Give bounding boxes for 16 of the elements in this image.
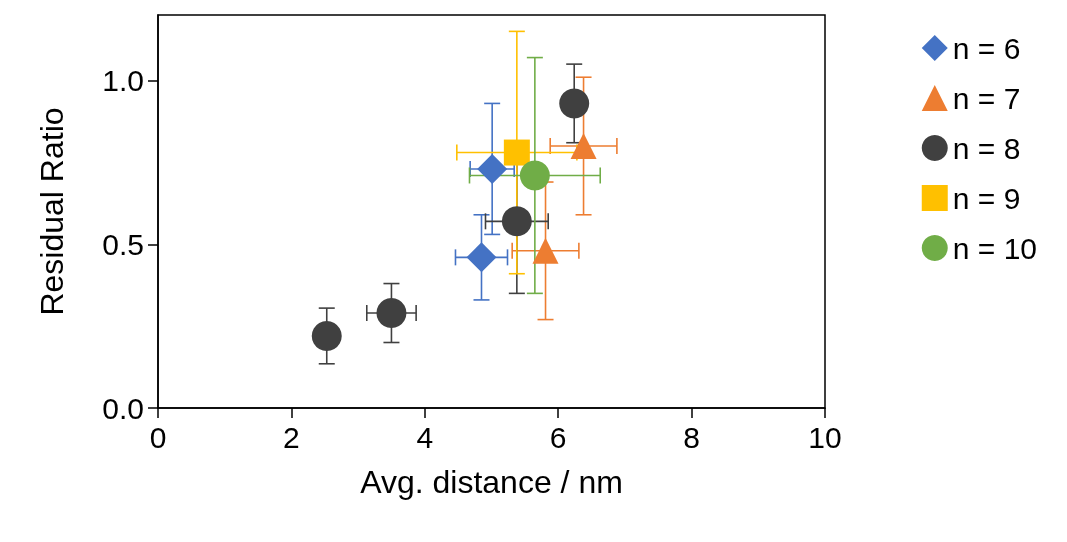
x-tick-label: 2: [283, 420, 300, 454]
y-tick-label: 1.0: [102, 64, 144, 97]
y-tick-label: 0.5: [102, 227, 144, 261]
x-tick-label: 10: [808, 420, 842, 454]
legend-label: n = 8: [952, 131, 1021, 165]
x-tick-label: 6: [549, 420, 567, 454]
x-tick-label: 8: [683, 420, 700, 454]
x-tick-label: 4: [416, 420, 434, 454]
legend-label: n = 6: [952, 31, 1021, 65]
y-tick-label: 0.0: [102, 391, 144, 425]
legend-label: n = 9: [952, 181, 1021, 215]
x-tick-label: 0: [149, 420, 167, 454]
y-axis-title: Residual Ratio: [34, 107, 70, 316]
x-axis-title: Avg. distance / nm: [360, 464, 623, 500]
legend-label: n = 7: [952, 81, 1021, 115]
legend-label: n = 10: [952, 231, 1038, 265]
